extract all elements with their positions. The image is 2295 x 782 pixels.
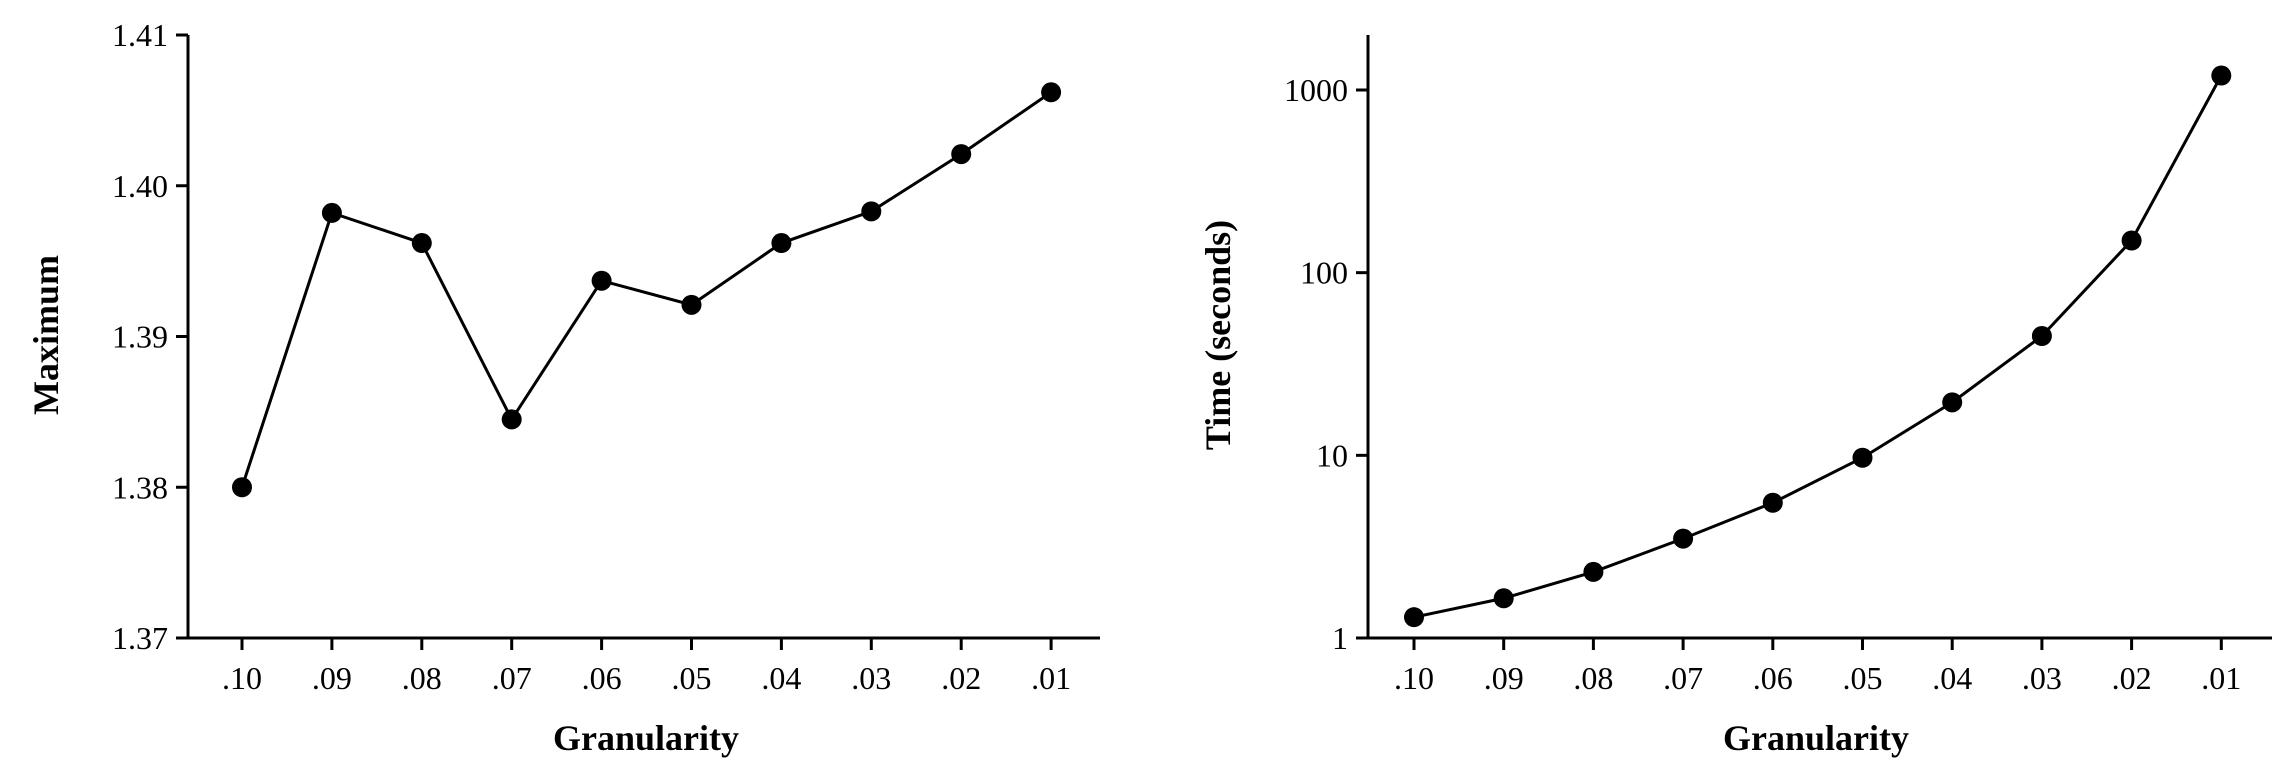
x-tick-label: .06 bbox=[582, 660, 622, 696]
x-tick-label: .03 bbox=[2022, 660, 2062, 696]
x-axis-title: Granularity bbox=[553, 718, 739, 758]
x-tick-label: .09 bbox=[1484, 660, 1524, 696]
data-point bbox=[1673, 528, 1694, 549]
data-point bbox=[951, 144, 972, 165]
x-tick-label: .01 bbox=[1031, 660, 1071, 696]
x-tick-label: .03 bbox=[851, 660, 891, 696]
y-tick-label: 100 bbox=[1300, 255, 1348, 291]
data-point bbox=[1583, 561, 1604, 582]
x-tick-label: .02 bbox=[2112, 660, 2152, 696]
y-axis-title: Maximum bbox=[26, 255, 66, 415]
x-tick-label: .07 bbox=[492, 660, 532, 696]
data-point bbox=[771, 233, 792, 254]
time-chart: Granularity Time (seconds) 1 10 100 1000 .10… bbox=[1198, 35, 2272, 758]
data-point bbox=[591, 270, 612, 291]
data-point bbox=[1041, 82, 1062, 103]
x-tick-label: .08 bbox=[402, 660, 442, 696]
series-line bbox=[240, 91, 1052, 488]
data-point bbox=[1404, 607, 1424, 628]
x-tick-label: .04 bbox=[761, 660, 801, 696]
x-tick-label: .06 bbox=[1753, 660, 1793, 696]
x-tick-label: .08 bbox=[1573, 660, 1613, 696]
x-tick-label: .01 bbox=[2201, 660, 2241, 696]
x-tick-label: .05 bbox=[1843, 660, 1883, 696]
data-point bbox=[1942, 392, 1963, 413]
y-tick-label: 1.37 bbox=[112, 620, 168, 656]
data-point bbox=[411, 233, 432, 254]
data-point bbox=[321, 202, 342, 223]
data-point bbox=[1852, 447, 1873, 468]
x-axis-title: Granularity bbox=[1723, 718, 1909, 758]
data-point bbox=[861, 201, 882, 222]
data-point bbox=[1493, 588, 1514, 609]
x-tick-label: .07 bbox=[1663, 660, 1703, 696]
x-tick-label: .10 bbox=[1394, 660, 1434, 696]
y-tick-label: 10 bbox=[1316, 437, 1348, 473]
data-point bbox=[681, 294, 702, 315]
x-tick-label: .09 bbox=[312, 660, 352, 696]
data-point bbox=[2031, 326, 2052, 347]
y-tick-label: 1.38 bbox=[112, 469, 168, 505]
data-point bbox=[501, 409, 522, 430]
maximum-chart: Granularity Maximum 1.37 1.38 1.39 1.40 1.41… bbox=[26, 17, 1100, 758]
x-tick-label: .04 bbox=[1932, 660, 1972, 696]
x-tick-label: .10 bbox=[222, 660, 262, 696]
y-tick-label: 1.39 bbox=[112, 319, 168, 355]
data-point bbox=[2211, 65, 2232, 86]
x-tick-label: .05 bbox=[672, 660, 712, 696]
data-point bbox=[2121, 230, 2142, 251]
data-point bbox=[1762, 492, 1783, 513]
x-tick-label: .02 bbox=[941, 660, 981, 696]
y-tick-label: 1000 bbox=[1284, 72, 1348, 108]
series-line bbox=[1413, 74, 2223, 619]
y-tick-label: 1 bbox=[1332, 620, 1348, 656]
y-tick-label: 1.41 bbox=[112, 17, 168, 53]
y-axis-title: Time (seconds) bbox=[1198, 220, 1238, 450]
y-tick-label: 1.40 bbox=[112, 168, 168, 204]
data-point bbox=[232, 477, 252, 498]
